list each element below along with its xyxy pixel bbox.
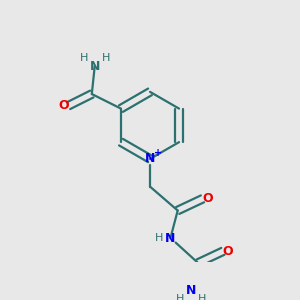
Text: O: O	[58, 99, 68, 112]
Text: O: O	[202, 192, 213, 205]
Text: H: H	[102, 52, 110, 63]
Text: O: O	[223, 245, 233, 258]
Text: +: +	[154, 148, 162, 158]
Text: H: H	[198, 294, 206, 300]
Text: N: N	[165, 232, 176, 245]
Text: N: N	[89, 60, 100, 73]
Text: N: N	[186, 284, 196, 297]
Text: H: H	[80, 52, 88, 63]
Text: N: N	[145, 152, 155, 165]
Text: H: H	[176, 294, 184, 300]
Text: H: H	[154, 233, 163, 243]
